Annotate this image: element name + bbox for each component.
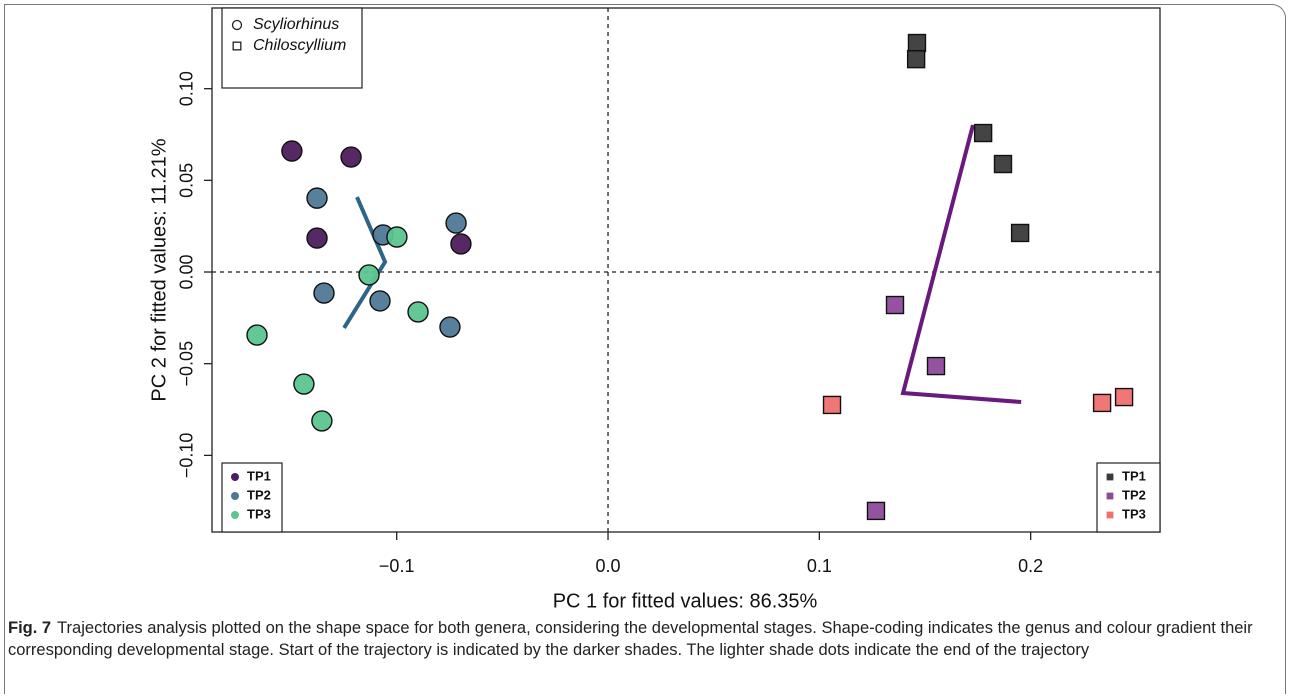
- point-circle: [281, 140, 303, 162]
- x-tick-label: 0.0: [596, 556, 621, 576]
- plot-frame: [211, 7, 1161, 533]
- point-square: [822, 395, 842, 415]
- point-square: [926, 356, 946, 376]
- caption-label: Fig. 7: [8, 619, 52, 637]
- point-circle: [358, 264, 380, 286]
- point-circle: [386, 226, 408, 248]
- point-square: [906, 49, 926, 69]
- y-tick-label: 0.00: [177, 254, 197, 289]
- point-circle: [369, 290, 391, 312]
- legend-marker: [1106, 511, 1114, 519]
- caption-text: Trajectories analysis plotted on the sha…: [8, 619, 1253, 659]
- y-tick-label: −0.05: [177, 341, 197, 387]
- legend-label: TP1: [247, 468, 271, 483]
- y-tick-label: 0.10: [177, 71, 197, 106]
- y-axis-label: PC 2 for fitted values: 11.21%: [148, 138, 170, 401]
- x-tick-label: 0.2: [1018, 556, 1043, 576]
- point-circle: [340, 146, 362, 168]
- point-circle: [306, 227, 328, 249]
- chart: PC 1 for fitted values: 86.35% PC 2 for …: [148, 7, 1161, 612]
- point-square: [885, 295, 905, 315]
- point-square: [1114, 387, 1134, 407]
- point-circle: [313, 282, 335, 304]
- x-tick-label: 0.1: [807, 556, 832, 576]
- point-circle: [311, 410, 333, 432]
- caption: Fig. 7 Trajectories analysis plotted on t…: [8, 617, 1284, 661]
- legend-marker: [231, 511, 239, 519]
- legend-marker: [231, 473, 239, 481]
- point-circle: [293, 373, 315, 395]
- x-axis-label: PC 1 for fitted values: 86.35%: [553, 590, 818, 612]
- point-square: [1010, 223, 1030, 243]
- legend-label: TP3: [247, 506, 271, 521]
- legend-box: [221, 7, 363, 89]
- point-circle: [246, 324, 268, 346]
- y-tick-label: −0.10: [177, 433, 197, 479]
- legend-marker: [232, 41, 242, 51]
- point-square: [866, 501, 886, 521]
- point-square: [993, 154, 1013, 174]
- point-square: [1092, 393, 1112, 413]
- legend-marker: [1106, 492, 1114, 500]
- legend-label: TP2: [1122, 487, 1146, 502]
- legend-marker: [1106, 473, 1114, 481]
- trajectory-line: [342, 196, 388, 329]
- legend-label: Chiloscyllium: [253, 37, 346, 54]
- point-square: [973, 123, 993, 143]
- x-tick-label: −0.1: [379, 556, 415, 576]
- point-circle: [450, 233, 472, 255]
- legend-label: TP1: [1122, 468, 1146, 483]
- legend-label: Scyliorhinus: [253, 16, 339, 33]
- figure-frame: [4, 4, 1286, 694]
- point-circle: [407, 301, 429, 323]
- legend-label: TP2: [247, 487, 271, 502]
- point-circle: [306, 187, 328, 209]
- point-circle: [445, 212, 467, 234]
- point-circle: [439, 316, 461, 338]
- trajectory-line: [900, 124, 1022, 405]
- legend-label: TP3: [1122, 506, 1146, 521]
- y-tick-label: 0.05: [177, 163, 197, 198]
- legend-marker: [231, 19, 243, 31]
- point-square: [907, 33, 927, 53]
- legend-marker: [231, 492, 239, 500]
